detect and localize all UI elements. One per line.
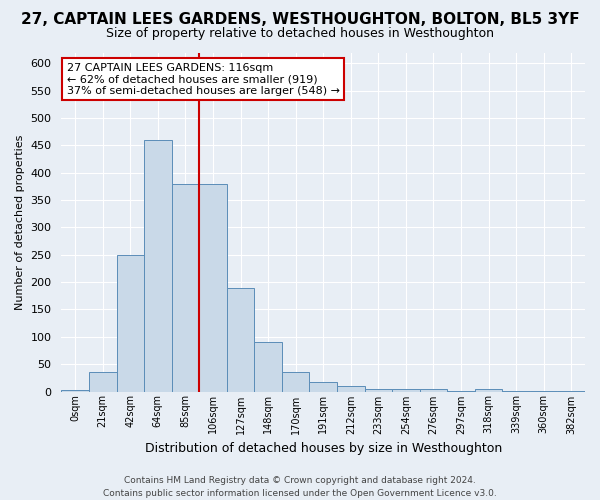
Bar: [282, 372, 310, 392]
Bar: [502, 391, 530, 392]
Bar: [227, 288, 254, 392]
Bar: [116, 255, 144, 392]
Bar: [392, 389, 419, 392]
Bar: [530, 391, 557, 392]
Text: Size of property relative to detached houses in Westhoughton: Size of property relative to detached ho…: [106, 28, 494, 40]
Bar: [557, 391, 585, 392]
Bar: [172, 184, 199, 392]
Bar: [61, 390, 89, 392]
Text: 27, CAPTAIN LEES GARDENS, WESTHOUGHTON, BOLTON, BL5 3YF: 27, CAPTAIN LEES GARDENS, WESTHOUGHTON, …: [20, 12, 580, 28]
Bar: [337, 386, 365, 392]
X-axis label: Distribution of detached houses by size in Westhoughton: Distribution of detached houses by size …: [145, 442, 502, 455]
Bar: [144, 140, 172, 392]
Bar: [199, 184, 227, 392]
Bar: [365, 389, 392, 392]
Bar: [419, 389, 447, 392]
Bar: [254, 342, 282, 392]
Bar: [447, 391, 475, 392]
Bar: [310, 382, 337, 392]
Bar: [89, 372, 116, 392]
Text: Contains HM Land Registry data © Crown copyright and database right 2024.
Contai: Contains HM Land Registry data © Crown c…: [103, 476, 497, 498]
Bar: [475, 389, 502, 392]
Y-axis label: Number of detached properties: Number of detached properties: [15, 134, 25, 310]
Text: 27 CAPTAIN LEES GARDENS: 116sqm
← 62% of detached houses are smaller (919)
37% o: 27 CAPTAIN LEES GARDENS: 116sqm ← 62% of…: [67, 62, 340, 96]
